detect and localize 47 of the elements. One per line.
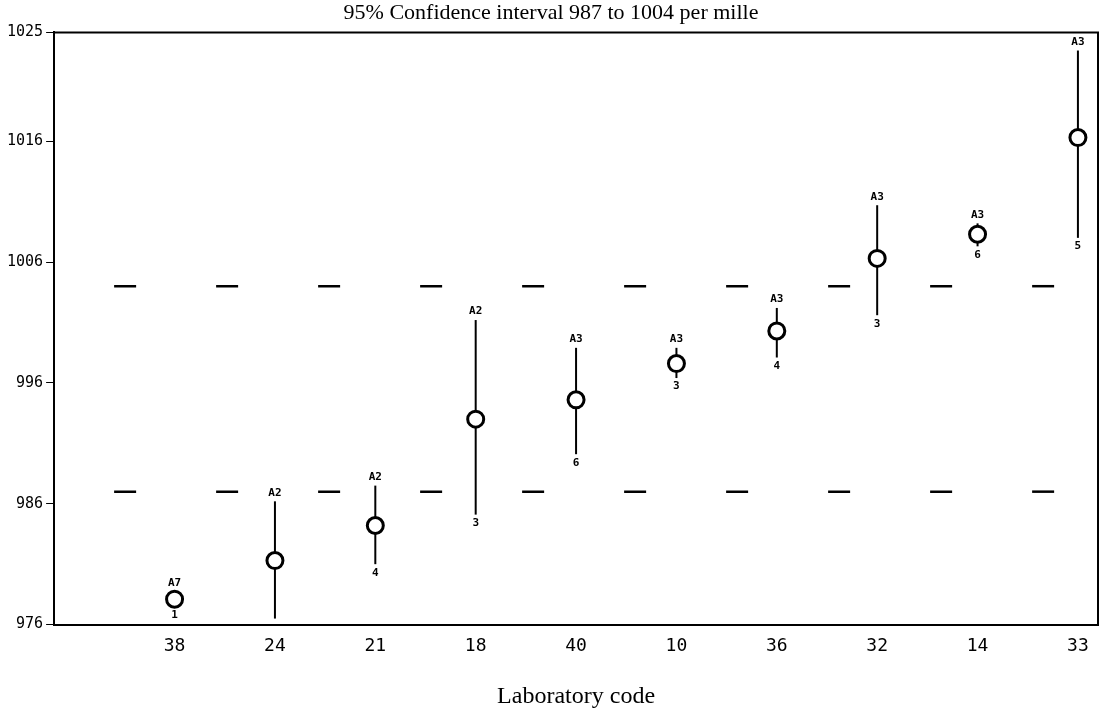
x-tick-label: 14 xyxy=(966,634,989,656)
point xyxy=(968,224,988,244)
annotation: A2 xyxy=(268,485,282,499)
x-tick-label: 38 xyxy=(163,634,186,656)
annotation: 6 xyxy=(974,247,982,261)
point xyxy=(466,409,486,429)
x-tick-label: 36 xyxy=(765,634,788,656)
annotation: A2 xyxy=(469,304,483,318)
y-tick-label: 1006 xyxy=(7,251,44,270)
y-tick-label: 986 xyxy=(16,493,44,512)
y-tick-label: 976 xyxy=(16,614,44,633)
annotation: 6 xyxy=(572,455,580,469)
annotation: 5 xyxy=(1074,239,1082,253)
point xyxy=(666,354,686,374)
point xyxy=(867,248,887,268)
annotation: 4 xyxy=(773,358,781,372)
point xyxy=(165,589,185,609)
y-tick-label: 1016 xyxy=(7,131,44,150)
annotation: 4 xyxy=(372,565,379,579)
annotation: A3 xyxy=(870,189,884,203)
annotation: A3 xyxy=(669,332,684,346)
x-tick-label: 32 xyxy=(866,634,889,656)
annotation: A3 xyxy=(970,207,985,221)
x-tick-label: 18 xyxy=(464,634,487,656)
x-axis-title: Laboratory code xyxy=(497,681,656,708)
annotation: 3 xyxy=(472,515,479,529)
point xyxy=(1068,128,1088,148)
point xyxy=(566,390,586,410)
annotation: 3 xyxy=(873,316,881,330)
x-tick-label: 24 xyxy=(264,634,286,656)
point xyxy=(365,516,385,535)
x-tick-label: 10 xyxy=(665,634,688,656)
x-tick-label: 40 xyxy=(565,634,587,656)
y-tick-label: 1025 xyxy=(7,22,44,41)
point xyxy=(265,551,285,571)
x-tick-label: 33 xyxy=(1067,634,1089,656)
annotation: A3 xyxy=(1071,34,1085,48)
chart-title: 95% Confidence interval 987 to 1004 per mille xyxy=(343,0,759,24)
annotation: 1 xyxy=(171,607,179,621)
annotation: A3 xyxy=(569,332,583,346)
annotation: A2 xyxy=(368,469,382,483)
x-tick-label: 21 xyxy=(364,634,387,656)
annotation: A3 xyxy=(770,292,784,306)
annotation: 3 xyxy=(673,379,680,393)
y-tick-label: 996 xyxy=(16,372,44,391)
point xyxy=(767,321,787,341)
annotation: A7 xyxy=(167,576,182,590)
